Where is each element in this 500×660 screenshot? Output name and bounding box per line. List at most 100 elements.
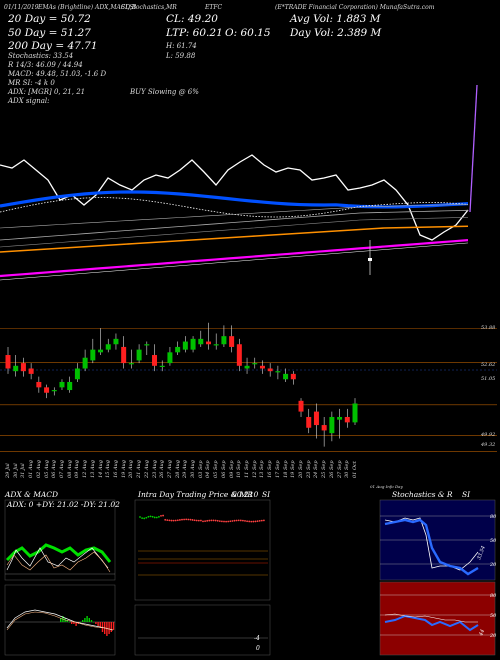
candle-body (190, 338, 196, 350)
candle-body (236, 344, 242, 366)
intra-dot-28 (197, 519, 200, 522)
stoch-panel-title: Stochastics & R (392, 490, 453, 499)
candle-27 (213, 333, 219, 350)
ltp-readout: LTP: 60.21 (166, 27, 223, 39)
candle-10 (82, 349, 88, 372)
date-label-6: 06 Aug (51, 460, 58, 478)
company-title: (E*TRADE Financial Corporation) MunafaSu… (275, 4, 435, 11)
date-label-43: 27 Sep (336, 460, 343, 478)
candle-body (152, 355, 158, 366)
intra-dot-24 (189, 518, 192, 521)
intra-panel-value: 60.210 (232, 490, 259, 499)
date-label-28: 06 Sep (220, 460, 227, 478)
candle-body (283, 373, 289, 380)
macd-bar-14 (90, 620, 93, 622)
date-label-21: 27 Aug (166, 460, 173, 478)
stoch-panel-si: SI (462, 490, 471, 499)
candle-body (13, 365, 19, 372)
high-readout: H: 61.74 (166, 42, 197, 50)
date-label-1: 30 Jul (12, 463, 19, 478)
price-label-3: 51.05 (481, 376, 496, 382)
si-panel (379, 581, 496, 656)
cl-readout: CL: 49.20 (166, 13, 218, 25)
candle-body (36, 381, 42, 388)
candle-31 (244, 357, 250, 374)
intra-dot-51 (246, 520, 249, 523)
candle-body (306, 416, 312, 428)
stoch-level-20: 20 (489, 562, 497, 568)
low-readout: L: 59.88 (166, 52, 196, 60)
macd-bar-24 (112, 622, 115, 630)
candle-34 (267, 363, 273, 377)
candle-body (44, 387, 50, 393)
candle-body (167, 352, 173, 364)
macd-bar-1 (62, 616, 64, 622)
candle-body (221, 336, 227, 345)
si-signal-line (384, 613, 478, 623)
adx-signal-readout: ADX signal: (8, 97, 50, 105)
emas-caption: EMAs (Brightline) ADX,MACD,B (38, 4, 137, 11)
date-label-14: 16 Aug (112, 460, 119, 478)
intra-price-dots (139, 514, 265, 523)
mr-box (134, 604, 271, 656)
date-label-18: 22 Aug (143, 460, 150, 478)
intra-dot-36 (214, 519, 217, 522)
adx-line (5, 543, 112, 563)
candle-body (198, 338, 204, 345)
intra-dot-11 (162, 514, 165, 517)
date-label-32: 12 Sep (251, 460, 258, 478)
intra-dot-43 (229, 520, 232, 523)
candle-2 (20, 357, 26, 377)
candle-45 (352, 398, 358, 426)
ema50-readout: 50 Day = 51.27 (8, 27, 91, 39)
date-label-41: 25 Sep (321, 460, 328, 478)
date-footer: 01 Aug Info Day (370, 484, 403, 489)
adx-panel (4, 499, 116, 581)
candle-16 (128, 349, 134, 369)
outlier-body (368, 258, 372, 261)
candle-30 (236, 338, 242, 372)
intra-dot-12 (164, 518, 167, 521)
candle-1 (13, 355, 19, 377)
intra-dot-20 (181, 518, 183, 521)
date-label-9: 09 Aug (74, 460, 81, 478)
date-label-0: 29 Jul (5, 463, 11, 478)
macd-bar-5 (71, 622, 73, 624)
band-upper (0, 209, 469, 241)
candle-43 (337, 408, 343, 439)
macd-bar-10 (82, 620, 84, 622)
date-label-3: 01 Aug (28, 460, 35, 478)
macd-bar-17 (97, 622, 99, 626)
intra-dot-9 (158, 515, 160, 518)
macd-bar-15 (93, 622, 95, 623)
intra-dot-39 (221, 520, 223, 523)
date-label: 01/11/2019 (4, 4, 39, 11)
minus-di-line (6, 551, 111, 573)
macd-bar-9 (79, 622, 82, 623)
candle-12 (98, 328, 104, 356)
candle-body (252, 363, 258, 365)
date-label-33: 13 Sep (259, 460, 266, 478)
intra-dot-59 (263, 519, 265, 522)
candle-body (105, 344, 111, 350)
candle-35 (275, 365, 281, 380)
candle-body (205, 341, 211, 345)
date-label-13: 15 Aug (105, 460, 112, 478)
intra-dot-31 (204, 520, 207, 523)
price-spike (469, 84, 478, 213)
buy-note: BUY Slowing @ 6% (130, 88, 199, 96)
candle-body (175, 346, 181, 353)
intra-dot-55 (254, 520, 257, 523)
intra-dot-4 (147, 515, 150, 518)
macd-panel (4, 584, 116, 656)
intra-dot-14 (168, 519, 171, 522)
date-label-17: 21 Aug (136, 460, 143, 478)
date-label-42: 26 Sep (328, 460, 335, 478)
candle-39 (306, 408, 312, 434)
candle-body (259, 365, 265, 369)
candle-body (136, 349, 142, 361)
candle-5 (44, 384, 50, 399)
candle-13 (105, 338, 111, 353)
ema10-dotted (0, 197, 469, 218)
intra-dot-38 (218, 520, 221, 522)
